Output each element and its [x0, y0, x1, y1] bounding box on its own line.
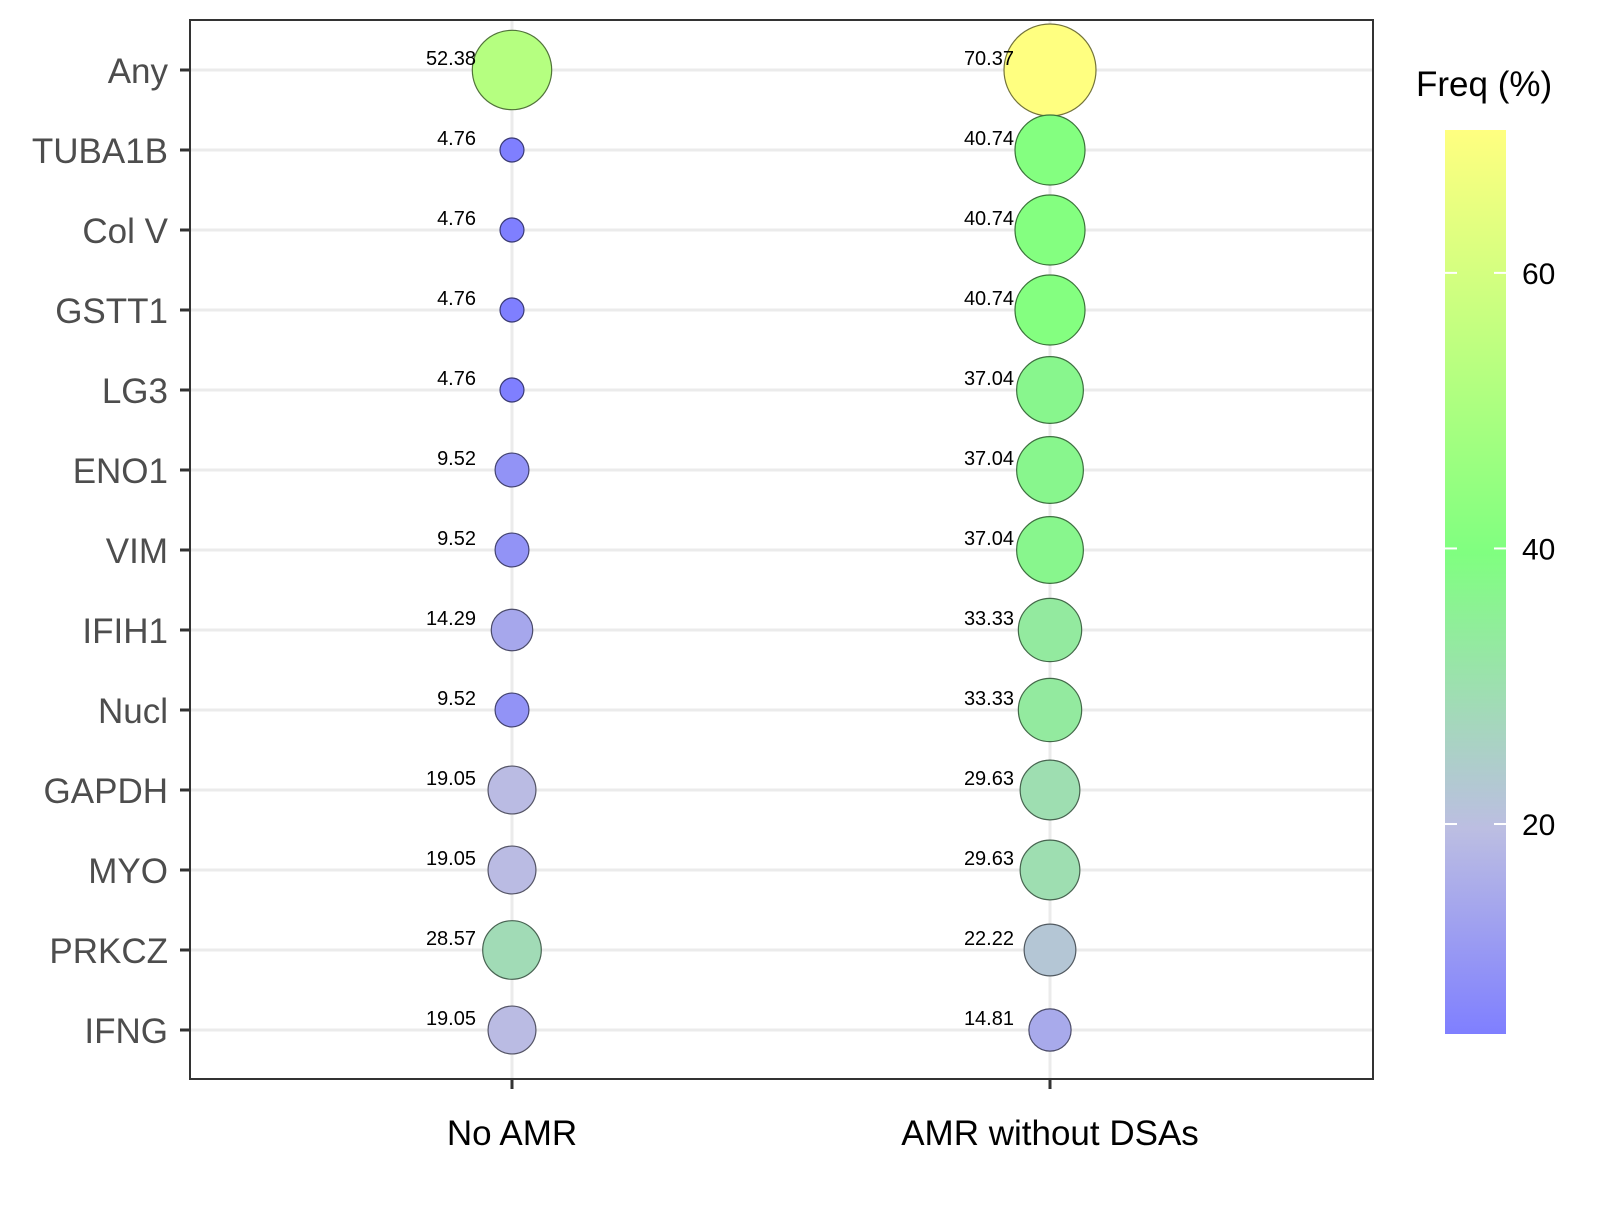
data-label: 33.33 [964, 608, 1014, 630]
legend-tick-label: 20 [1522, 809, 1555, 842]
y-tick-label: GSTT1 [55, 292, 168, 331]
data-label: 9.52 [437, 528, 476, 550]
bubble [494, 452, 530, 488]
data-label: 4.76 [437, 368, 476, 390]
bubble [494, 692, 530, 728]
bubble [499, 297, 525, 323]
y-tick-label: IFIH1 [82, 612, 168, 651]
data-label: 33.33 [964, 688, 1014, 710]
bubble [1019, 759, 1081, 821]
y-tick-label: Col V [82, 212, 168, 251]
data-label: 4.76 [437, 128, 476, 150]
y-tick-label: MYO [88, 852, 168, 891]
y-tick-label: ENO1 [73, 452, 168, 491]
bubble [1014, 274, 1086, 346]
bubble [1028, 1008, 1072, 1052]
legend-tick-label: 60 [1522, 258, 1555, 291]
x-tick-label: No AMR [447, 1114, 577, 1153]
bubble [1014, 114, 1086, 186]
data-label: 29.63 [964, 848, 1014, 870]
y-tick-label: GAPDH [44, 772, 168, 811]
data-label: 14.29 [426, 608, 476, 630]
bubble [499, 217, 525, 243]
data-label: 29.63 [964, 768, 1014, 790]
data-label: 19.05 [426, 848, 476, 870]
bubble [487, 1005, 537, 1055]
data-label: 4.76 [437, 288, 476, 310]
legend-title: Freq (%) [1416, 65, 1552, 104]
bubble [1016, 356, 1084, 424]
legend-colorbar [1445, 130, 1506, 1034]
bubble [482, 920, 542, 980]
data-label: 37.04 [964, 528, 1014, 550]
color-legend: Freq (%) 20 40 60 [1416, 65, 1555, 1034]
data-label: 40.74 [964, 288, 1014, 310]
data-label: 52.38 [426, 48, 476, 70]
bubble [487, 845, 537, 895]
data-label: 40.74 [964, 128, 1014, 150]
data-label: 37.04 [964, 448, 1014, 470]
data-label: 9.52 [437, 448, 476, 470]
bubble [1003, 23, 1097, 117]
data-label: 9.52 [437, 688, 476, 710]
bubble [1017, 677, 1083, 743]
y-tick-label: Any [108, 52, 169, 91]
grid-lines [190, 20, 1373, 1079]
bubble [487, 765, 537, 815]
bubbles: 52.38 70.37 4.76 40.74 4.76 40.74 4.76 40.74 4.7… [426, 23, 1097, 1055]
bubble [1014, 194, 1086, 266]
data-label: 40.74 [964, 208, 1014, 230]
data-label: 4.76 [437, 208, 476, 230]
bubble [490, 608, 534, 652]
y-tick-label: PRKCZ [49, 932, 168, 971]
data-label: 37.04 [964, 368, 1014, 390]
bubble [471, 29, 553, 111]
data-label: 28.57 [426, 928, 476, 950]
y-tick-label: IFNG [84, 1012, 168, 1051]
y-tick-label: LG3 [102, 372, 168, 411]
y-tick-label: TUBA1B [32, 132, 168, 171]
legend-tick-label: 40 [1522, 533, 1555, 566]
y-tick-label: VIM [106, 532, 168, 571]
bubble [1016, 516, 1084, 584]
data-label: 19.05 [426, 1008, 476, 1030]
data-label: 14.81 [964, 1008, 1014, 1030]
data-label: 22.22 [964, 928, 1014, 950]
bubble [1016, 436, 1084, 504]
x-tick-label: AMR without DSAs [901, 1114, 1199, 1153]
bubble [1023, 923, 1077, 977]
y-tick-label: Nucl [98, 692, 168, 731]
bubble [494, 532, 530, 568]
data-label: 70.37 [964, 48, 1014, 70]
x-axis: No AMR AMR without DSAs [447, 1079, 1199, 1153]
bubble [499, 377, 525, 403]
y-axis: Any TUBA1B Col V GSTT1 LG3 ENO1 VIM IFIH1 Nucl GA… [32, 52, 190, 1051]
bubble [1017, 597, 1083, 663]
bubble [1019, 839, 1081, 901]
data-label: 19.05 [426, 768, 476, 790]
bubble [499, 137, 525, 163]
